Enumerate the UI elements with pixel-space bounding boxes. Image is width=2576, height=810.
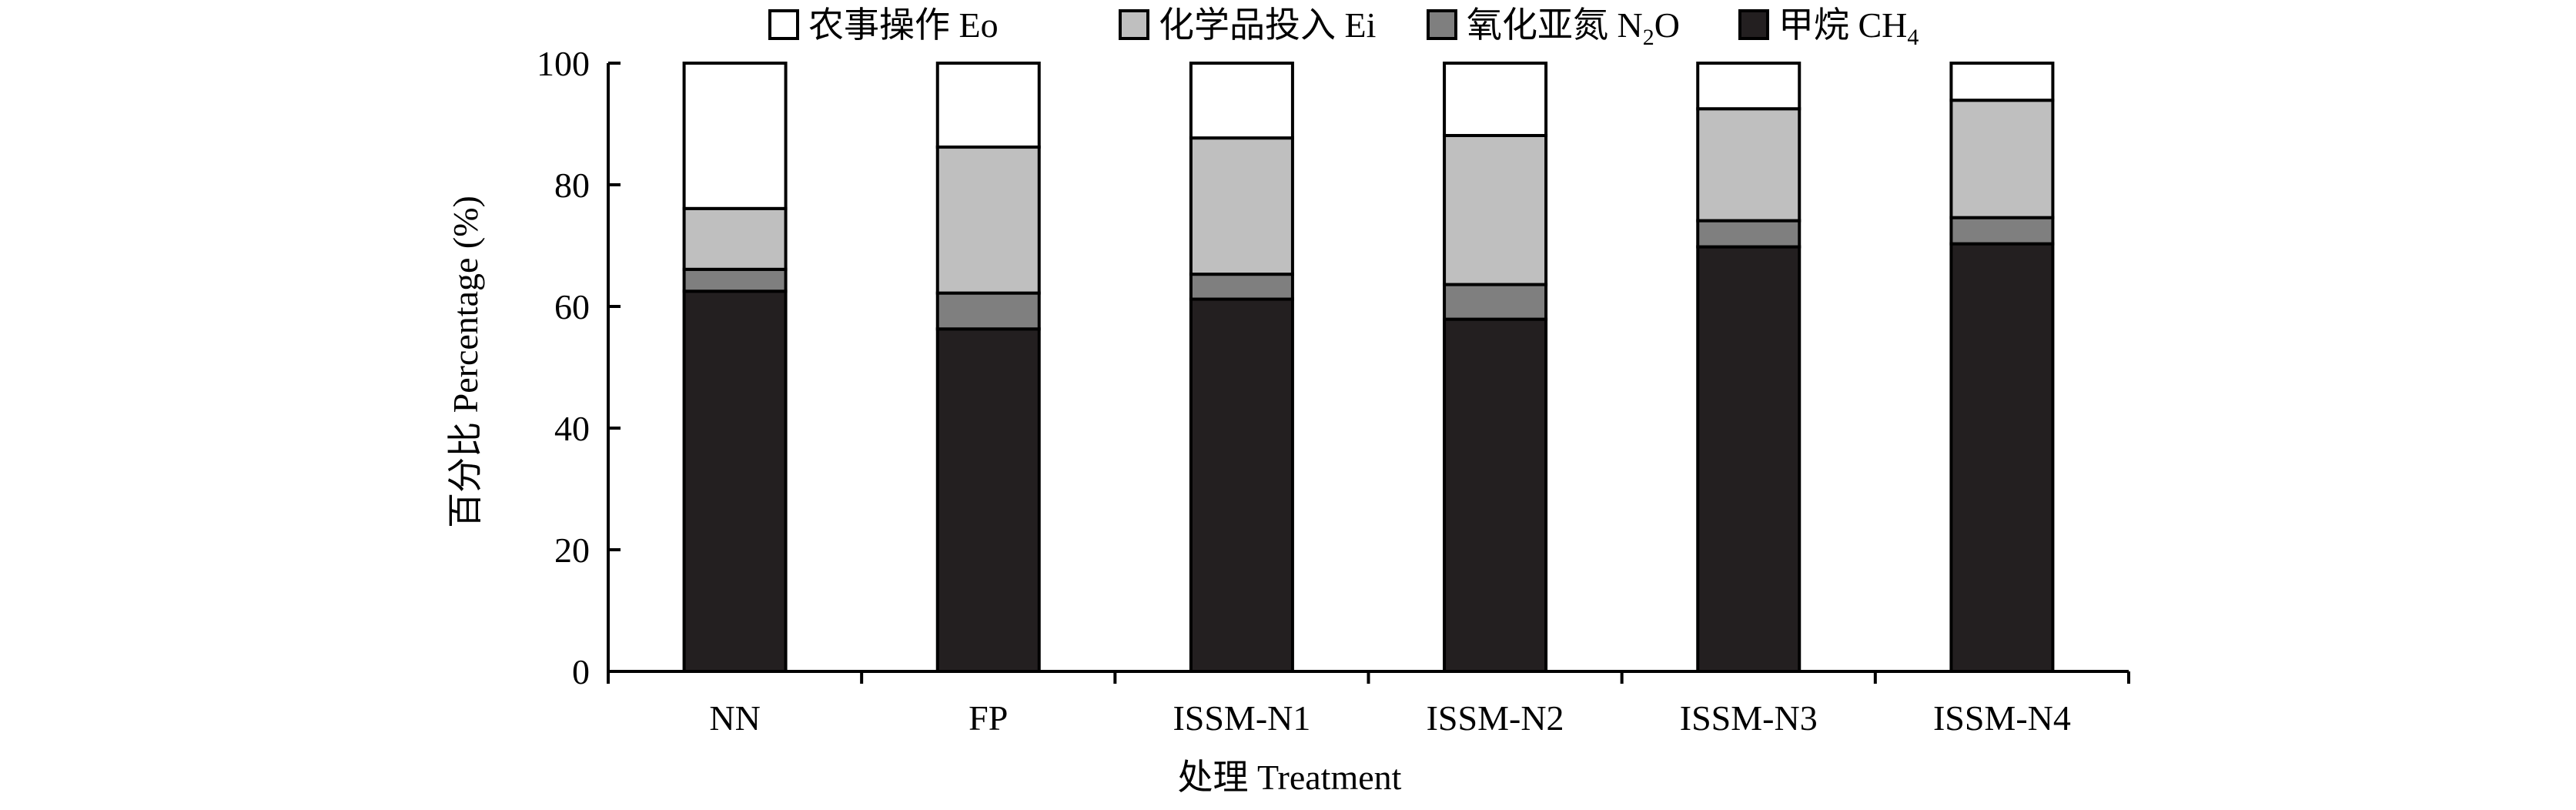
legend-label-chemical_inputs: 化学品投入 Ei bbox=[1159, 5, 1376, 45]
y-tick-label: 0 bbox=[572, 652, 590, 691]
bar-segment-agricultural_operations-fp bbox=[935, 62, 1041, 149]
legend-swatch-nitrous_oxide bbox=[1427, 9, 1457, 40]
legend-label-nitrous_oxide: 氧化亚氮 N2O bbox=[1467, 5, 1680, 50]
bar-segment-methane-fp bbox=[935, 327, 1041, 673]
y-tick-label: 100 bbox=[537, 44, 590, 83]
bar-segment-methane-issm-n2 bbox=[1443, 317, 1548, 673]
x-tick-label: ISSM-N3 bbox=[1680, 698, 1818, 738]
legend-label-agricultural_operations: 农事操作 Eo bbox=[808, 5, 999, 45]
legend: 农事操作 Eo 化学品投入 Ei 氧化亚氮 N2O 甲烷 CH4 bbox=[768, 5, 1919, 50]
x-tick-label: FP bbox=[969, 698, 1008, 738]
y-axis-title: 百分比 Percentage (%) bbox=[446, 196, 485, 528]
bar-segment-agricultural_operations-issm-n1 bbox=[1189, 62, 1294, 140]
y-tick-label: 40 bbox=[554, 409, 590, 448]
legend-swatch-agricultural_operations bbox=[768, 9, 799, 40]
bar-segment-chemical_inputs-issm-n4 bbox=[1949, 99, 2055, 219]
bar-segment-chemical_inputs-nn bbox=[682, 206, 788, 271]
legend-swatch-chemical_inputs bbox=[1119, 9, 1149, 40]
bar-segment-chemical_inputs-fp bbox=[935, 146, 1041, 295]
x-axis-title: 处理 Treatment bbox=[1178, 758, 1402, 797]
bar-segment-nitrous_oxide-nn bbox=[682, 267, 788, 293]
legend-swatch-methane bbox=[1738, 9, 1769, 40]
bar-segment-nitrous_oxide-fp bbox=[935, 291, 1041, 331]
y-tick-label: 20 bbox=[554, 531, 590, 570]
bar-segment-nitrous_oxide-issm-n1 bbox=[1189, 273, 1294, 301]
x-tick-label: ISSM-N4 bbox=[1933, 698, 2071, 738]
bar-segment-chemical_inputs-issm-n2 bbox=[1443, 134, 1548, 286]
y-tick-label: 60 bbox=[554, 287, 590, 326]
x-tick-label: ISSM-N1 bbox=[1173, 698, 1310, 738]
legend-label-methane: 甲烷 CH4 bbox=[1778, 5, 1919, 50]
x-tick-label: ISSM-N2 bbox=[1427, 698, 1564, 738]
bar-segment-agricultural_operations-issm-n4 bbox=[1949, 62, 2055, 102]
bar-segment-chemical_inputs-issm-n1 bbox=[1189, 136, 1294, 276]
bar-segment-methane-issm-n4 bbox=[1949, 242, 2055, 673]
bar-segment-agricultural_operations-issm-n3 bbox=[1696, 62, 1802, 111]
axes-layer: NN FP ISSM-N1 ISSM-N2 ISSM-N3 ISSM-N4 0 20 40 60 8… bbox=[537, 44, 2130, 738]
bar-segment-agricultural_operations-nn bbox=[682, 62, 788, 210]
x-tick-label: NN bbox=[709, 698, 760, 738]
bar-segment-methane-issm-n3 bbox=[1696, 245, 1802, 673]
bar-segment-methane-issm-n1 bbox=[1189, 297, 1294, 673]
bar-segment-nitrous_oxide-issm-n4 bbox=[1949, 216, 2055, 246]
bar-segment-chemical_inputs-issm-n3 bbox=[1696, 107, 1802, 223]
bar-segment-agricultural_operations-issm-n2 bbox=[1443, 62, 1548, 138]
y-tick-label: 80 bbox=[554, 166, 590, 205]
bars-layer bbox=[682, 62, 2055, 673]
bar-segment-nitrous_oxide-issm-n2 bbox=[1443, 283, 1548, 321]
bar-segment-nitrous_oxide-issm-n3 bbox=[1696, 219, 1802, 249]
bar-segment-methane-nn bbox=[682, 290, 788, 673]
